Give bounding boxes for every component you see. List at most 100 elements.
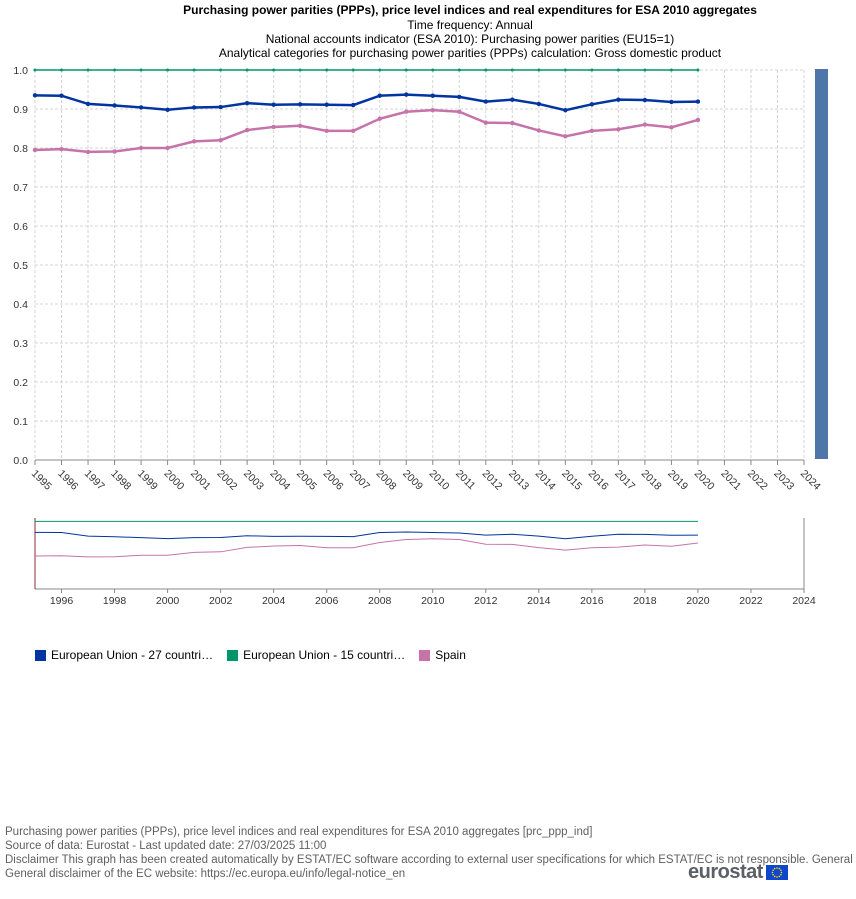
data-point-eu15: [166, 68, 170, 72]
chart-footer: Purchasing power parities (PPPs), price …: [5, 825, 856, 881]
data-point-eu15: [696, 68, 700, 72]
series-line-eu27: [34, 93, 698, 112]
data-point-eu27: [324, 102, 329, 107]
navigator-tick-label: 1996: [50, 595, 74, 607]
data-point-eu27: [138, 105, 144, 110]
data-point-spain: [59, 146, 64, 152]
data-point-eu15: [245, 68, 249, 72]
data-point-eu27: [510, 97, 515, 102]
navigator-series-eu27: [34, 531, 698, 540]
subtitle-time-frequency: Time frequency: Annual: [407, 18, 533, 32]
data-point-spain: [85, 149, 91, 155]
data-point-eu27: [218, 104, 223, 110]
x-tick-label: 2019: [665, 468, 690, 493]
x-tick-label: 2010: [427, 468, 452, 493]
data-point-eu15: [351, 68, 355, 72]
x-tick-label: 2013: [506, 468, 531, 493]
y-tick-label: 0.7: [13, 182, 28, 194]
data-point-eu27: [483, 99, 488, 104]
navigator-series-spain: [34, 538, 698, 558]
navigator-tick-label: 2016: [580, 595, 604, 607]
data-point-eu15: [219, 68, 223, 72]
data-point-spain: [377, 116, 382, 121]
data-point-eu15: [298, 68, 302, 72]
data-point-spain: [695, 117, 701, 123]
x-tick-label: 1999: [135, 468, 160, 493]
data-point-eu27: [112, 103, 117, 108]
data-point-eu15: [484, 68, 488, 72]
x-tick-label: 2002: [214, 468, 239, 493]
data-point-spain: [616, 127, 621, 132]
x-tick-label: 2014: [533, 468, 558, 493]
logo-text: eurostat: [688, 861, 763, 883]
data-point-eu15: [616, 68, 620, 72]
data-point-spain: [271, 124, 276, 130]
data-point-eu15: [60, 68, 64, 72]
data-point-spain: [669, 125, 674, 130]
y-tick-label: 0.8: [13, 143, 28, 155]
subtitle-analytical-category: Analytical categories for purchasing pow…: [218, 46, 722, 60]
data-point-eu27: [297, 102, 303, 107]
data-point-eu15: [431, 68, 435, 72]
data-point-eu15: [86, 68, 90, 72]
data-point-eu27: [430, 93, 435, 98]
data-point-eu27: [59, 93, 64, 98]
chart-title: Purchasing power parities (PPPs), price …: [183, 3, 757, 17]
data-point-eu15: [113, 68, 117, 72]
y-tick-label: 0.5: [13, 260, 28, 272]
legend-item-spain[interactable]: Spain: [419, 648, 466, 662]
legend-label-eu27: European Union - 27 countri…: [51, 648, 214, 662]
navigator-tick-label: 2004: [262, 595, 286, 607]
data-point-eu27: [351, 102, 356, 108]
legend-label-eu15: European Union - 15 countri…: [243, 648, 406, 662]
data-point-spain: [589, 128, 595, 134]
navigator-tick-label: 2018: [633, 595, 657, 607]
x-tick-label: 2011: [453, 468, 478, 493]
x-tick-label: 2024: [798, 468, 823, 493]
footer-legal: General disclaimer of the EC website: ht…: [5, 868, 406, 880]
y-tick-label: 1.0: [13, 65, 28, 77]
legend-item-eu15[interactable]: European Union - 15 countri…: [227, 648, 405, 662]
vertical-scrollbar[interactable]: [815, 69, 828, 459]
data-point-spain: [165, 145, 170, 151]
x-tick-label: 2015: [559, 468, 584, 493]
navigator-tick-label: 2014: [527, 595, 551, 607]
data-point-eu27: [85, 101, 91, 107]
data-point-eu15: [457, 68, 461, 72]
subtitle-indicator: National accounts indicator (ESA 2010): …: [265, 32, 675, 46]
x-tick-label: 2006: [321, 468, 346, 493]
navigator-tick-label: 2012: [474, 595, 498, 607]
legend-swatch-spain: [419, 649, 431, 661]
data-point-eu15: [643, 68, 647, 72]
x-tick-label: 2000: [161, 468, 186, 493]
data-point-eu27: [642, 97, 648, 103]
data-point-eu15: [590, 68, 594, 72]
navigator-tick-label: 2000: [156, 595, 180, 607]
data-point-eu15: [33, 68, 37, 72]
data-point-eu15: [563, 68, 567, 72]
navigator-chart[interactable]: 1996 1998 2000 2002 2004 2006 2008 2010 2012 2014…: [0, 510, 856, 610]
footer-dataset: Purchasing power parities (PPPs), price …: [5, 826, 593, 838]
data-point-eu27: [457, 94, 462, 100]
legend-swatch-eu27: [35, 649, 46, 661]
navigator-tick-label: 2002: [209, 595, 233, 607]
data-point-spain: [351, 128, 356, 134]
x-tick-label: 2023: [771, 468, 796, 493]
data-point-eu27: [536, 101, 542, 107]
x-tick-label: 2021: [718, 468, 743, 493]
data-point-eu15: [669, 68, 673, 72]
legend-label-spain: Spain: [435, 648, 466, 662]
y-tick-label: 0.1: [13, 416, 28, 428]
x-tick-label: 1998: [108, 468, 133, 493]
data-point-spain: [138, 145, 144, 151]
x-tick-label: 2020: [692, 468, 717, 493]
legend-swatch-eu15: [227, 649, 239, 661]
navigator-tick-label: 2010: [421, 595, 445, 607]
data-point-eu15: [139, 68, 143, 72]
data-point-eu15: [404, 68, 408, 72]
data-point-spain: [404, 109, 409, 114]
x-tick-label: 1995: [29, 468, 54, 493]
data-point-spain: [457, 109, 462, 114]
legend-item-eu27[interactable]: European Union - 27 countri…: [35, 648, 213, 662]
